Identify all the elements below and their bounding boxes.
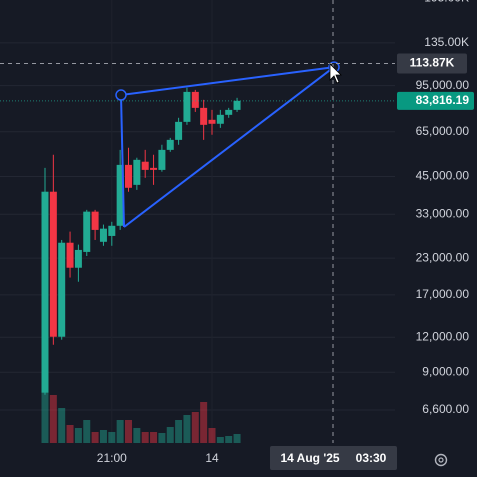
volume-bar [166, 427, 174, 443]
volume-bar [150, 432, 158, 443]
candle-body [183, 91, 191, 122]
candle-body [91, 211, 99, 230]
candle-body [58, 242, 66, 337]
candles [41, 87, 241, 395]
volume-bar [233, 434, 241, 443]
volume-bar [216, 437, 224, 443]
y-tick-label: 33,000.00 [416, 206, 470, 220]
y-tick-label: 6,600.00 [422, 402, 469, 416]
candle-body [49, 191, 57, 337]
volume-bar [116, 420, 124, 443]
drawing-anchor [115, 89, 127, 101]
candle-body [41, 191, 49, 393]
gear-hub [438, 457, 444, 463]
candle-body [83, 211, 91, 252]
last-price-label: 83,816.19 [416, 93, 470, 107]
candle-body [175, 121, 183, 140]
volume-bar [225, 436, 233, 443]
y-tick-label: 12,000.00 [416, 329, 470, 343]
volume-bar [208, 428, 216, 443]
candle-body [150, 167, 158, 170]
candle-body [74, 249, 82, 268]
price-axis: 195.00K 135.00K 95,000.00 65,000.00 45,000.0… [0, 0, 474, 416]
gear [434, 453, 448, 467]
candle-body [200, 107, 208, 125]
volume-bar [41, 393, 49, 443]
volume-bar [125, 420, 132, 443]
candle-body [208, 119, 216, 124]
y-tick-label: 95,000.00 [416, 78, 470, 92]
y-tick-label: 45,000.00 [416, 169, 470, 183]
volume-bar [74, 428, 82, 443]
candle-body [133, 159, 141, 185]
y-tick-label: 9,000.00 [422, 364, 469, 378]
crosshair: 113.87K 14 Aug '25 03:30 [0, 0, 467, 470]
volume-bar [91, 432, 99, 443]
crosshair-date-label: 14 Aug '25 [280, 451, 339, 465]
drawing-line [120, 66, 335, 97]
volume-bar [83, 420, 91, 443]
volume-bar [99, 430, 107, 443]
y-tick-label: 23,000.00 [416, 250, 470, 264]
volume-bar [175, 420, 183, 443]
candle-body [225, 109, 233, 115]
candle-body [166, 139, 174, 150]
drawing [115, 61, 340, 228]
x-tick-label: 14 [205, 451, 219, 465]
volume-bar [200, 402, 208, 443]
volume-pane [41, 393, 241, 443]
candle-body [216, 114, 224, 124]
y-tick-label: 195.00K [424, 0, 469, 4]
volume-bar [191, 412, 199, 443]
drawing-line [120, 95, 125, 228]
candle-body [66, 242, 74, 268]
crosshair-time-box [270, 446, 397, 470]
volume-bar [49, 395, 57, 443]
volume-bar [141, 432, 149, 443]
crosshair-time-label: 03:30 [356, 451, 387, 465]
volume-bar [183, 415, 191, 443]
candle-body [233, 100, 241, 110]
candle-body [108, 225, 116, 236]
candle-body [158, 149, 166, 170]
candle-body [125, 164, 132, 188]
candle-body [99, 228, 107, 242]
candle-body [116, 164, 124, 226]
y-tick-label: 135.00K [424, 35, 469, 49]
drawing-line [123, 66, 335, 228]
volume-bar [66, 425, 74, 443]
cursor [329, 63, 342, 84]
candle-body [141, 161, 149, 170]
crosshair-price-label: 113.87K [410, 56, 455, 70]
volume-bar [133, 428, 141, 443]
volume-bar [158, 433, 166, 443]
volume-bar [58, 408, 66, 443]
y-tick-label: 65,000.00 [416, 124, 470, 138]
last-price-box [397, 91, 474, 110]
x-tick-label: 21:00 [97, 451, 127, 465]
crosshair-price-box [397, 53, 467, 74]
volume-bar [108, 432, 116, 443]
candle-body [191, 91, 199, 108]
y-tick-label: 17,000.00 [416, 287, 470, 301]
settings-icon[interactable] [434, 453, 448, 467]
